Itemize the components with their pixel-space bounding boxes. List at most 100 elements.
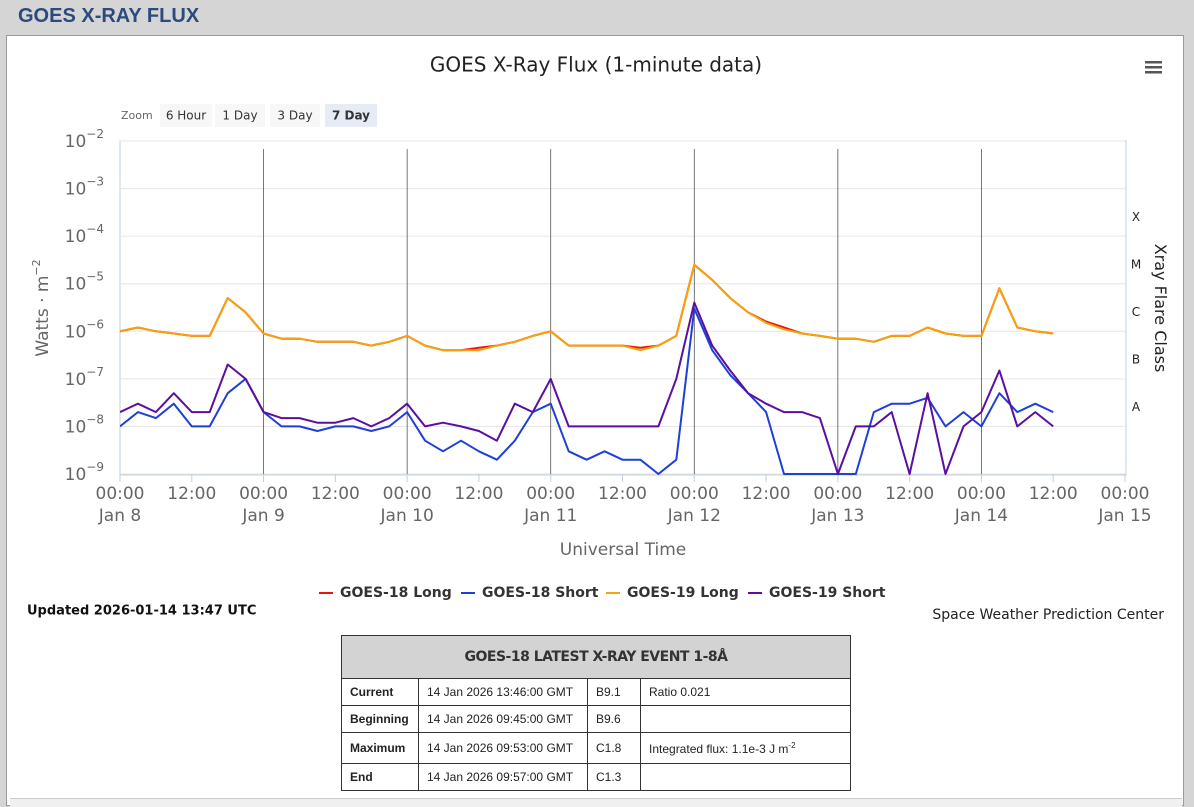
flare-class: C1.8: [587, 732, 641, 764]
x-tick-label: Jan 9: [241, 506, 284, 526]
y-tick-base: 10: [65, 417, 87, 437]
series-line: [120, 301, 1054, 475]
page-title: GOES X-RAY FLUX: [18, 5, 200, 27]
y-tick-label: 10−8: [65, 412, 104, 437]
x-tick-label: 12:00: [311, 484, 360, 504]
event-time: 14 Jan 2026 09:53:00 GMT: [418, 732, 588, 764]
zoom-button-label: 1 Day: [222, 109, 257, 123]
y-tick-exponent: −5: [86, 270, 104, 284]
y-tick-base: 10: [65, 275, 87, 295]
header-bar: GOES X-RAY FLUX: [0, 0, 1194, 35]
x-tick-label: Jan 15: [1097, 506, 1151, 526]
x-tick-label: Jan 12: [667, 506, 721, 526]
note: Ratio 0.021: [640, 678, 851, 706]
series-line: [120, 307, 1054, 475]
note-text: Integrated flux: 1.1e-3 J m: [649, 741, 789, 756]
zoom-label: Zoom: [121, 109, 153, 122]
legend-item[interactable]: GOES-19 Short: [748, 585, 886, 601]
flare-class-label: C: [1132, 305, 1140, 319]
zoom-button-bg: [215, 104, 265, 127]
flare-class-label: B: [1132, 353, 1140, 367]
zoom-button[interactable]: 3 Day: [270, 104, 320, 127]
x-tick-label: 00:00: [1101, 484, 1150, 504]
x-tick-label: 12:00: [1029, 484, 1078, 504]
legend-label: GOES-18 Short: [482, 585, 599, 601]
x-tick-label: 12:00: [454, 484, 503, 504]
row-label: Beginning: [341, 705, 419, 733]
event-time: 14 Jan 2026 09:45:00 GMT: [418, 705, 588, 733]
event-time: 14 Jan 2026 09:57:00 GMT: [418, 763, 588, 791]
zoom-button-label: 3 Day: [277, 109, 312, 123]
flare-class: C1.3: [587, 763, 641, 791]
note: [640, 705, 851, 733]
y-axis-title-sup: −2: [30, 259, 43, 275]
chart: GOES X-Ray Flux (1-minute data) Zoom 6 H…: [27, 53, 1170, 624]
legend-label: GOES-19 Long: [627, 585, 739, 601]
series-line: [120, 263, 1054, 352]
chart-title: GOES X-Ray Flux (1-minute data): [430, 53, 762, 77]
y-tick-label: 10−7: [65, 365, 104, 390]
y-tick-exponent: −8: [86, 412, 104, 426]
x-tick-label: Jan 11: [523, 506, 577, 526]
y-tick-label: 10−6: [65, 317, 104, 342]
footer-bar: [10, 798, 1182, 807]
y-tick-base: 10: [65, 322, 87, 342]
legend-label: GOES-18 Long: [340, 585, 452, 601]
legend-item[interactable]: GOES-19 Long: [606, 585, 739, 601]
x-tick-label: Jan 14: [954, 506, 1008, 526]
zoom-button-bg: [270, 104, 320, 127]
row-label: Maximum: [341, 732, 419, 764]
y-tick-label: 10−5: [65, 270, 104, 295]
event-table: GOES-18 LATEST X-RAY EVENT 1-8Å Current 14…: [341, 635, 851, 791]
x-axis-title: Universal Time: [560, 540, 686, 560]
y-tick-base: 10: [65, 132, 87, 152]
zoom-button-bg: [160, 104, 212, 127]
flare-class: B9.6: [587, 705, 641, 733]
updated-time: Updated 2026-01-14 13:47 UTC: [27, 604, 256, 619]
x-tick-label: Jan 8: [98, 506, 141, 526]
y-tick-label: 10−4: [65, 222, 104, 247]
y-tick-exponent: −9: [86, 460, 104, 474]
y-tick-exponent: −6: [86, 317, 104, 331]
plot-lines: [120, 263, 1054, 475]
x-tick-label: 00:00: [96, 484, 145, 504]
x-tick-label: 12:00: [167, 484, 216, 504]
x-tick-label: 12:00: [742, 484, 791, 504]
x-tick-label: 00:00: [957, 484, 1006, 504]
note-sup: -2: [788, 740, 796, 750]
x-tick-label: 12:00: [598, 484, 647, 504]
table-row: End 14 Jan 2026 09:57:00 GMT C1.3: [341, 763, 851, 791]
legend-item[interactable]: GOES-18 Short: [461, 585, 599, 601]
zoom-button-label: 7 Day: [332, 109, 370, 123]
x-tick-label: Jan 13: [810, 506, 864, 526]
x-tick-label: Jan 10: [380, 506, 434, 526]
table-row: Current 14 Jan 2026 13:46:00 GMT B9.1 Ratio…: [341, 678, 851, 706]
series-line: [120, 263, 1054, 352]
zoom-button[interactable]: 1 Day: [215, 104, 265, 127]
x-tick-label: 00:00: [239, 484, 288, 504]
zoom-button[interactable]: 6 Hour: [160, 104, 212, 127]
y-tick-exponent: −7: [86, 365, 104, 379]
note-text: Ratio 0.021: [649, 685, 711, 699]
row-label: End: [341, 763, 419, 791]
menu-button[interactable]: [1145, 61, 1162, 74]
zoom-button[interactable]: 7 Day: [325, 104, 377, 127]
y-tick-base: 10: [65, 370, 87, 390]
row-label: Current: [341, 678, 419, 706]
plot-border: [119, 140, 1127, 476]
y-tick-label: 10−9: [65, 460, 104, 485]
note: Integrated flux: 1.1e-3 J m-2: [640, 732, 851, 764]
flare-class-label: A: [1132, 400, 1141, 414]
legend-item[interactable]: GOES-18 Long: [319, 585, 452, 601]
x-tick-label: 00:00: [670, 484, 719, 504]
credit: Space Weather Prediction Center: [932, 607, 1164, 623]
y-tick-exponent: −2: [86, 127, 104, 141]
y-axis-title: Watts · m−2: [30, 259, 53, 356]
x-tick-label: 00:00: [383, 484, 432, 504]
event-time: 14 Jan 2026 13:46:00 GMT: [418, 678, 588, 706]
table-row: Maximum 14 Jan 2026 09:53:00 GMT C1.8 Integ…: [341, 732, 851, 764]
y-tick-label: 10−3: [65, 175, 104, 200]
legend-label: GOES-19 Short: [769, 585, 886, 601]
x-tick-label: 12:00: [885, 484, 934, 504]
